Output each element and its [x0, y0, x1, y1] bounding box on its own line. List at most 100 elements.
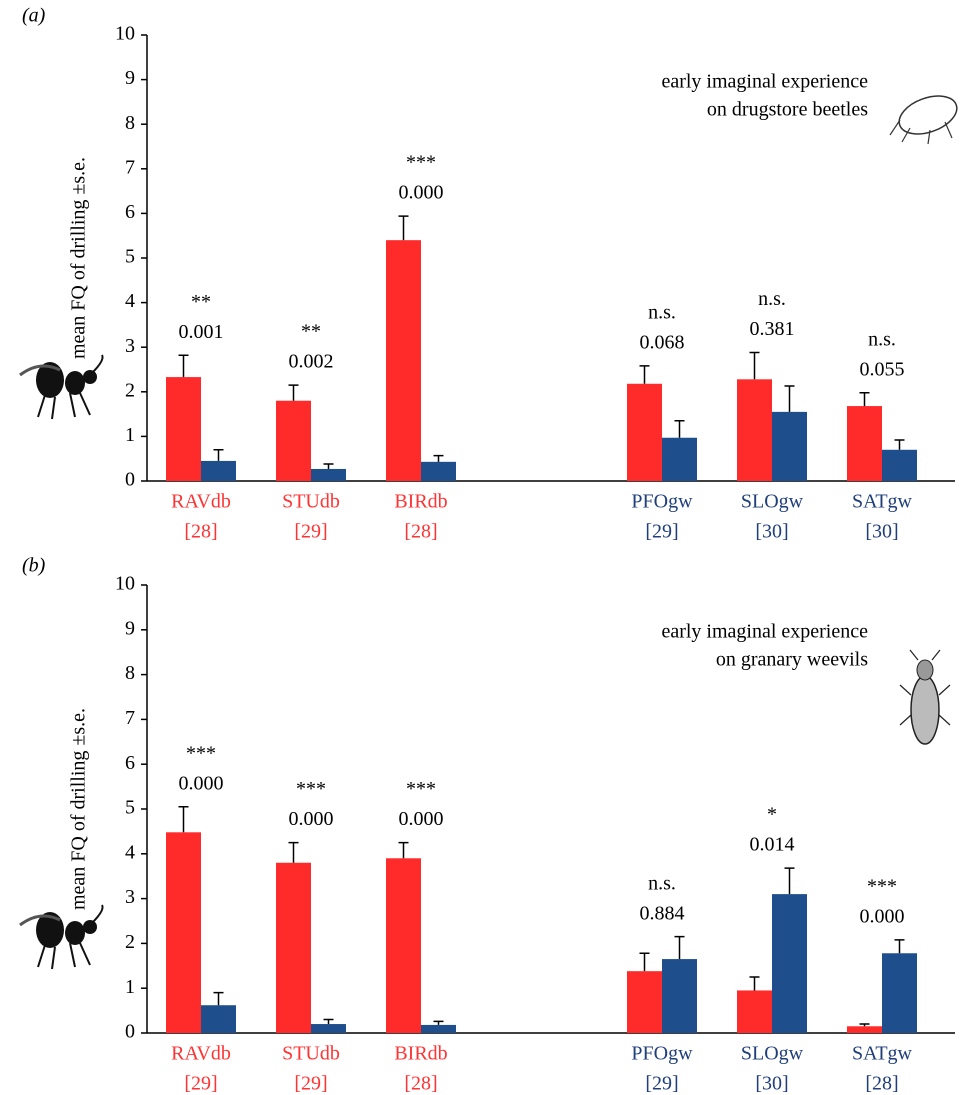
wasp-icon [19, 354, 104, 420]
error-bar [859, 391, 870, 407]
p-value: 0.014 [750, 834, 795, 856]
error-bar [178, 806, 189, 833]
category-label: SLOgw [741, 491, 804, 513]
y-tick-label: 9 [125, 617, 135, 639]
bar [166, 832, 201, 1033]
error-bar [749, 976, 760, 991]
y-tick-label: 7 [125, 156, 135, 178]
bar [627, 971, 662, 1033]
p-value: 0.884 [640, 902, 685, 924]
significance: *** [406, 152, 436, 174]
significance: n.s. [868, 328, 896, 350]
error-bar [639, 952, 650, 972]
category-label: STUdb [282, 491, 340, 513]
category-label: PFOgw [631, 1043, 693, 1065]
y-axis-label: mean FQ of drilling ±s.e. [68, 708, 90, 910]
y-axis-label: mean FQ of drilling ±s.e. [68, 157, 90, 359]
bar [166, 377, 201, 481]
bar [772, 411, 807, 481]
error-bar [784, 385, 795, 412]
bar [421, 461, 456, 481]
bar [737, 379, 772, 481]
bar [421, 1024, 456, 1033]
n-label: [30] [865, 521, 898, 543]
annotation: early imaginal experience [661, 71, 868, 93]
p-value: 0.000 [179, 772, 224, 794]
bar [627, 383, 662, 481]
bar [201, 1005, 236, 1033]
annotation: on drugstore beetles [707, 99, 868, 121]
y-tick-label: 7 [125, 707, 135, 729]
error-bar [784, 867, 795, 895]
y-tick-label: 3 [125, 886, 135, 908]
error-bar [323, 463, 334, 469]
category-label: BIRdb [394, 1043, 447, 1065]
significance: *** [867, 875, 897, 897]
bar [882, 953, 917, 1033]
y-tick-label: 5 [125, 797, 135, 819]
bar [311, 1024, 346, 1033]
n-label: [29] [645, 1073, 678, 1095]
category-label: BIRdb [394, 491, 447, 513]
bar [662, 437, 697, 481]
n-label: [28] [404, 521, 437, 543]
n-label: [29] [645, 521, 678, 543]
y-tick-label: 6 [125, 201, 135, 223]
error-bar [398, 841, 409, 859]
n-label: [28] [865, 1073, 898, 1095]
bar [311, 468, 346, 481]
error-bar [859, 1023, 870, 1027]
bar [847, 406, 882, 481]
error-bar [398, 215, 409, 241]
wasp-icon [19, 904, 104, 970]
error-bar [323, 1018, 334, 1025]
significance: *** [296, 778, 326, 800]
significance: ** [301, 321, 321, 343]
y-tick-label: 4 [125, 841, 135, 863]
category-label: SLOgw [741, 1043, 804, 1065]
error-bar [639, 365, 650, 384]
y-tick-label: 6 [125, 752, 135, 774]
error-bar [674, 935, 685, 960]
significance: ** [191, 291, 211, 313]
n-label: [30] [755, 1073, 788, 1095]
p-value: 0.381 [750, 318, 795, 340]
category-label: SATgw [852, 491, 913, 513]
y-tick-label: 8 [125, 662, 135, 684]
significance: * [767, 804, 777, 826]
significance: n.s. [648, 872, 676, 894]
category-label: SATgw [852, 1043, 913, 1065]
n-label: [28] [404, 1073, 437, 1095]
error-bar [674, 420, 685, 438]
error-bar [433, 1020, 444, 1025]
error-bar [288, 384, 299, 401]
p-value: 0.000 [289, 808, 334, 830]
category-label: RAVdb [171, 491, 231, 513]
y-tick-label: 2 [125, 379, 135, 401]
category-label: RAVdb [171, 1043, 231, 1065]
panel-label: (b) [22, 555, 46, 577]
n-label: [28] [184, 521, 217, 543]
y-tick-label: 2 [125, 931, 135, 953]
n-label: [29] [294, 1073, 327, 1095]
bar [737, 990, 772, 1033]
bar [276, 400, 311, 481]
error-bar [178, 354, 189, 378]
significance: n.s. [758, 288, 786, 310]
y-tick-label: 0 [125, 469, 135, 491]
significance: *** [406, 778, 436, 800]
bar [662, 959, 697, 1033]
y-tick-label: 10 [115, 573, 135, 595]
p-value: 0.055 [860, 358, 905, 380]
y-tick-label: 0 [125, 1021, 135, 1043]
significance: *** [186, 742, 216, 764]
n-label: [29] [294, 521, 327, 543]
n-label: [29] [184, 1073, 217, 1095]
error-bar [433, 454, 444, 462]
p-value: 0.000 [399, 182, 444, 204]
weevil-icon [899, 649, 951, 745]
category-label: PFOgw [631, 491, 693, 513]
beetle-icon [889, 95, 958, 145]
significance: n.s. [648, 302, 676, 324]
